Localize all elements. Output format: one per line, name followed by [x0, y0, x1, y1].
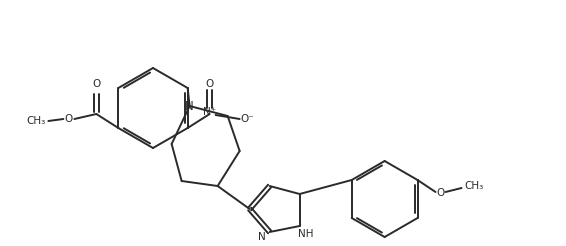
- Text: O: O: [64, 114, 72, 124]
- Text: N: N: [258, 232, 265, 242]
- Text: CH₃: CH₃: [27, 116, 46, 126]
- Text: O: O: [92, 79, 101, 89]
- Text: O: O: [205, 79, 214, 89]
- Text: NH: NH: [298, 229, 314, 239]
- Text: O⁻: O⁻: [241, 114, 255, 124]
- Text: CH₃: CH₃: [464, 181, 483, 191]
- Text: N⁺: N⁺: [203, 107, 216, 117]
- Text: O: O: [436, 188, 445, 198]
- Text: N: N: [185, 101, 194, 113]
